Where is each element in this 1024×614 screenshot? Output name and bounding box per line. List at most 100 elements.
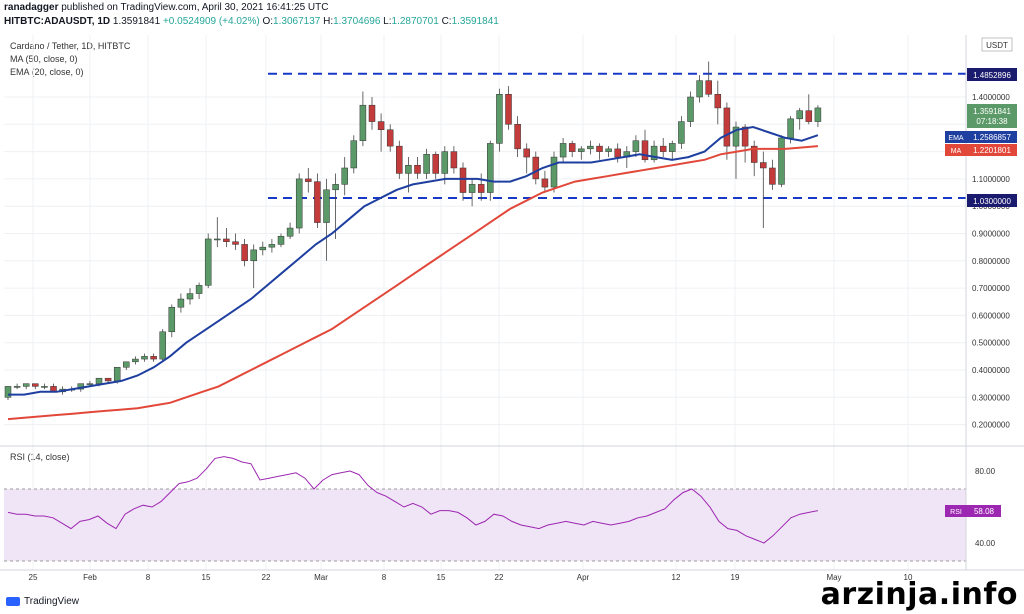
tradingview-icon bbox=[6, 597, 20, 606]
tradingview-logo[interactable]: TradingView bbox=[6, 596, 79, 607]
publisher-name: ranadagger bbox=[4, 2, 59, 13]
candle-body bbox=[41, 386, 48, 388]
candle-body bbox=[277, 235, 285, 245]
candle-body bbox=[532, 156, 540, 180]
ma50-line bbox=[7, 145, 818, 421]
candle-body bbox=[186, 293, 194, 300]
ohlc-line: HITBTC:ADAUSDT, 1D 1.3591841 +0.0524909 … bbox=[4, 16, 499, 28]
chart-title: Cardano / Tether, 1D, HITBTC bbox=[10, 41, 131, 51]
rsi-tick-label: 80.00 bbox=[975, 467, 996, 476]
price-change: +0.0524909 (+4.02%) bbox=[162, 16, 260, 27]
price-tick-label: 0.2000000 bbox=[972, 421, 1010, 430]
candle-body bbox=[423, 154, 430, 174]
candle-body bbox=[687, 96, 694, 122]
currency-badge: USDT bbox=[981, 37, 1013, 52]
candle-body bbox=[514, 124, 521, 150]
candle-body bbox=[568, 143, 576, 152]
rsi-badge-label: RSI bbox=[950, 509, 962, 516]
candle-body bbox=[86, 383, 94, 385]
candle-body bbox=[141, 356, 148, 360]
rsi-legend: RSI (14, close) bbox=[10, 452, 70, 462]
candle-body bbox=[396, 145, 403, 174]
candle-body bbox=[104, 377, 112, 382]
candle-body bbox=[477, 184, 485, 193]
candle-body bbox=[95, 377, 103, 384]
candle-body bbox=[295, 178, 303, 229]
time-axis[interactable]: 25 Feb 8 15 22 Mar 8 15 22 Apr 12 19 May 10 bbox=[29, 573, 913, 582]
candle-body bbox=[405, 165, 412, 174]
candle-body bbox=[705, 80, 712, 95]
time-tick-label: 15 bbox=[437, 573, 446, 582]
candle-body bbox=[587, 145, 594, 150]
time-tick-label: Mar bbox=[314, 573, 328, 582]
time-tick-label: 19 bbox=[731, 573, 740, 582]
rsi-badge: RSI 58.08 bbox=[945, 505, 1001, 517]
candle-body bbox=[732, 126, 740, 147]
candle-body bbox=[332, 184, 339, 191]
close-value: 1.3591841 bbox=[451, 16, 499, 27]
candle-body bbox=[696, 80, 703, 98]
candle-body bbox=[259, 246, 267, 251]
price-axis[interactable]: 1.40000001.30000001.20000001.10000001.00… bbox=[972, 93, 1010, 430]
time-tick-label: Feb bbox=[83, 573, 97, 582]
candle-body bbox=[441, 151, 449, 174]
candle-body bbox=[204, 238, 212, 286]
price-tick-label: 1.4000000 bbox=[972, 93, 1010, 102]
candle-body bbox=[214, 238, 221, 241]
candle-body bbox=[678, 121, 685, 144]
ma-badge-label: MA bbox=[951, 148, 962, 155]
top-level-badge: 1.4852896 bbox=[967, 68, 1017, 81]
candle-body bbox=[559, 143, 567, 158]
chart-legend: Cardano / Tether, 1D, HITBTC MA (50, clo… bbox=[10, 40, 130, 79]
candles bbox=[4, 61, 822, 401]
price-tick-label: 0.3000000 bbox=[972, 393, 1010, 402]
candle-body bbox=[250, 249, 257, 262]
price-tick-label: 0.7000000 bbox=[972, 284, 1010, 293]
candle-body bbox=[13, 386, 21, 388]
candle-body bbox=[368, 104, 376, 122]
publish-info: published on TradingView.com, April 30, … bbox=[61, 2, 329, 13]
last-price-badge: 1.3591841 07:18:38 bbox=[967, 104, 1017, 128]
ema-badge: EMA 1.2586857 bbox=[945, 131, 1017, 143]
candle-body bbox=[750, 145, 758, 163]
candle-body bbox=[241, 244, 248, 262]
price-tick-label: 0.6000000 bbox=[972, 311, 1010, 320]
candle-body bbox=[550, 156, 558, 188]
candle-body bbox=[487, 143, 494, 193]
publish-line: ranadagger published on TradingView.com,… bbox=[4, 2, 328, 14]
candle-body bbox=[741, 126, 749, 147]
rsi-tick-label: 40.00 bbox=[975, 539, 996, 548]
time-tick-label: 22 bbox=[495, 573, 504, 582]
candle-body bbox=[123, 361, 130, 368]
candle-body bbox=[769, 167, 776, 185]
ma-badge: MA 1.2201801 bbox=[945, 144, 1017, 156]
candle-body bbox=[314, 181, 321, 223]
ma-badge-value: 1.2201801 bbox=[973, 146, 1011, 155]
price-tick-label: 0.4000000 bbox=[972, 366, 1010, 375]
candle-body bbox=[414, 165, 421, 174]
price-tick-label: 0.5000000 bbox=[972, 339, 1010, 348]
rsi-axis: 80.00 40.00 bbox=[975, 467, 996, 548]
candle-body bbox=[659, 145, 667, 152]
close-label: C: bbox=[441, 16, 452, 27]
last-price-value: 1.3591841 bbox=[973, 107, 1011, 116]
candle-body bbox=[177, 298, 185, 308]
grid bbox=[4, 35, 966, 570]
ema-legend: EMA (20, close, 0) bbox=[10, 67, 84, 77]
candle-body bbox=[714, 94, 722, 109]
candle-body bbox=[468, 184, 476, 193]
candle-body bbox=[159, 331, 166, 360]
time-tick-label: May bbox=[826, 573, 841, 582]
candle-body bbox=[578, 148, 585, 152]
currency-label: USDT bbox=[986, 41, 1008, 50]
candle-body bbox=[323, 189, 330, 223]
candle-body bbox=[341, 167, 348, 185]
time-tick-label: 10 bbox=[904, 573, 913, 582]
rsi-badge-value: 58.08 bbox=[974, 507, 995, 516]
price-tick-label: 0.8000000 bbox=[972, 257, 1010, 266]
candle-body bbox=[386, 129, 394, 147]
candle-body bbox=[195, 285, 203, 294]
candle-body bbox=[814, 107, 822, 122]
ma-legend: MA (50, close, 0) bbox=[10, 54, 78, 64]
